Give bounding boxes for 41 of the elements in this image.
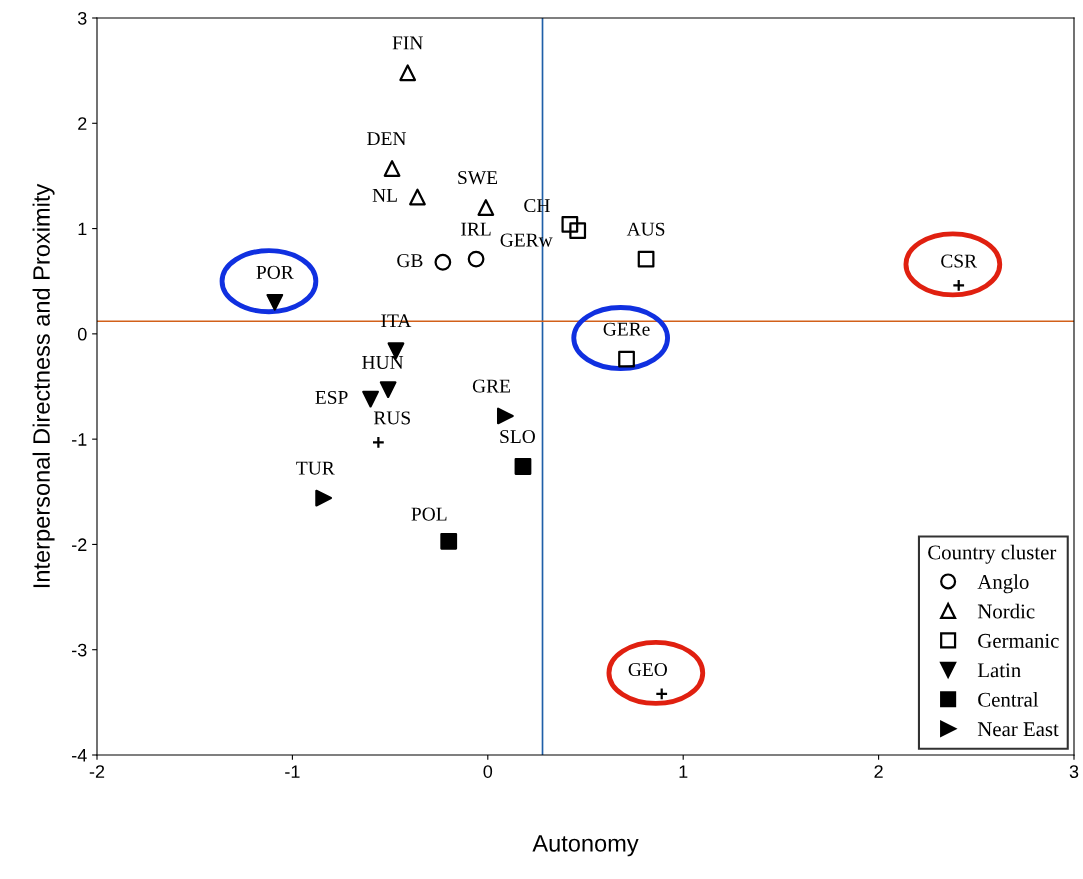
x-tick-label: 2 [874, 765, 883, 778]
annotation: ESP [315, 390, 348, 404]
x-tick-label: 1 [679, 765, 688, 778]
x-axis-title: Autonomy [532, 835, 639, 857]
annotation: NL [372, 188, 397, 202]
y-tick-label: -3 [72, 643, 87, 657]
annotation: FIN [392, 36, 423, 50]
annotation: SWE [458, 171, 498, 185]
y-tick-label: -2 [72, 538, 87, 551]
annotation: RUS [373, 411, 410, 425]
annotation: POL [411, 507, 447, 521]
y-tick-label: 3 [77, 11, 87, 25]
legend-label: Nordic [977, 603, 1035, 619]
annotation: GRE [472, 379, 510, 393]
y-tick-label: 1 [78, 222, 87, 236]
x-tick-label: -1 [285, 765, 300, 778]
x-tick-label: 0 [483, 765, 493, 778]
x-tick-label: -2 [89, 765, 105, 778]
annotation: GB [397, 254, 423, 268]
legend-label: Germanic [978, 633, 1059, 648]
legend-label: Near East [977, 722, 1059, 737]
annotation: POR [256, 265, 294, 279]
annotation: GEO [628, 663, 667, 677]
y-tick-label: -1 [72, 433, 87, 446]
y-tick-label: 0 [77, 327, 87, 341]
legend-label: Anglo [977, 574, 1029, 594]
annotation: DEN [367, 132, 407, 146]
y-axis-title: Interpersonal Directness and Proximity [32, 183, 55, 588]
y-tick-label: -4 [72, 749, 87, 762]
legend-label: Latin [977, 663, 1021, 678]
annotation: IRL [461, 222, 491, 236]
legend-title: Country cluster [928, 544, 1057, 564]
legend-label: Central [978, 692, 1039, 707]
annotation: GERe [603, 322, 650, 336]
y-tick-label: 2 [78, 117, 87, 130]
annotation: CSR [941, 254, 978, 268]
x-tick-label: 3 [1069, 765, 1079, 778]
annotation: TUR [296, 461, 335, 475]
annotation: HUN [362, 356, 404, 370]
annotation: AUS [626, 222, 665, 236]
annotation: SLO [500, 430, 535, 444]
